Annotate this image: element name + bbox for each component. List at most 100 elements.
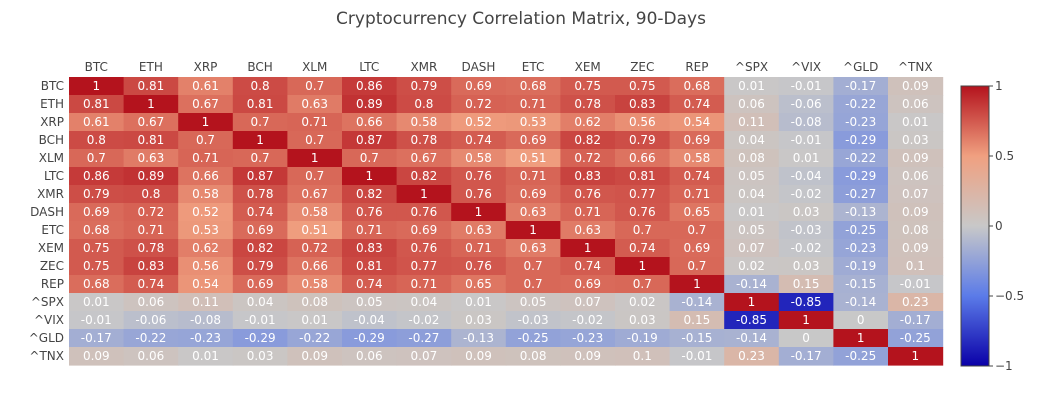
heatmap-cell (232, 239, 288, 258)
cell-value-label: 0.7 (251, 151, 270, 165)
heatmap-cell (724, 167, 780, 186)
cell-value-label: -0.01 (245, 313, 276, 327)
cell-value-label: -0.25 (900, 331, 931, 345)
heatmap-cell (560, 329, 616, 348)
cell-value-label: 0.07 (574, 295, 601, 309)
cell-value-label: 0.81 (138, 133, 165, 147)
x-tick-label: XMR (410, 60, 437, 74)
cell-value-label: -0.15 (845, 277, 876, 291)
cell-value-label: 0.7 (305, 169, 324, 183)
y-tick-label: DASH (30, 205, 64, 219)
cell-value-label: -0.06 (135, 313, 166, 327)
heatmap-cell (232, 293, 288, 312)
cell-value-label: 0.04 (247, 295, 274, 309)
y-tick-label: ^TNX (29, 349, 64, 363)
heatmap-cell (232, 131, 288, 150)
y-tick-label: XEM (38, 241, 64, 255)
cell-value-label: 0.72 (465, 97, 492, 111)
cell-value-label: 0.86 (356, 79, 383, 93)
heatmap-cell (287, 329, 343, 348)
heatmap-cell (69, 113, 125, 132)
heatmap-cell (396, 131, 452, 150)
cell-value-label: 0.71 (301, 115, 328, 129)
heatmap-cell (123, 221, 179, 240)
heatmap-cell (778, 149, 834, 168)
y-tick-label: REP (41, 277, 64, 291)
heatmap-cell (778, 185, 834, 204)
cell-value-label: 0.8 (414, 97, 433, 111)
colorbar-tick-label: −1 (995, 359, 1013, 373)
heatmap-cell (505, 185, 561, 204)
cell-value-label: 0.76 (629, 205, 656, 219)
cell-value-label: 0.81 (356, 259, 383, 273)
heatmap-cells: 1 0.81 0.61 0.8 0.7 0.86 0.79 0.69 0.68 0.75 0.75 0… (69, 77, 944, 366)
cell-value-label: 0.72 (138, 205, 165, 219)
heatmap-cell (287, 149, 343, 168)
cell-value-label: -0.23 (845, 241, 876, 255)
heatmap-cell (178, 239, 234, 258)
heatmap-cell (396, 329, 452, 348)
cell-value-label: 1 (202, 115, 210, 129)
cell-value-label: 0.09 (902, 151, 929, 165)
cell-value-label: 0.51 (520, 151, 547, 165)
cell-value-label: 0.06 (138, 295, 165, 309)
heatmap-cell (69, 95, 125, 114)
cell-value-label: 0.67 (138, 115, 165, 129)
heatmap-cell (778, 203, 834, 222)
heatmap-cell (451, 329, 507, 348)
cell-value-label: -0.01 (81, 313, 112, 327)
heatmap-cell (888, 167, 944, 186)
cell-value-label: 0.75 (83, 259, 110, 273)
cell-value-label: -0.06 (791, 97, 822, 111)
heatmap-cell (888, 257, 944, 276)
heatmap-cell (123, 185, 179, 204)
heatmap-cell (123, 131, 179, 150)
heatmap-cell (232, 221, 288, 240)
cell-value-label: 0.08 (902, 223, 929, 237)
cell-value-label: 0.76 (356, 205, 383, 219)
heatmap-cell (560, 257, 616, 276)
heatmap-cell (451, 275, 507, 294)
cell-value-label: 1 (311, 151, 319, 165)
heatmap-cell (833, 239, 889, 258)
heatmap-cell (505, 293, 561, 312)
cell-value-label: 0.06 (902, 97, 929, 111)
cell-value-label: 0.69 (520, 133, 547, 147)
cell-value-label: 0.7 (524, 277, 543, 291)
heatmap-cell (833, 311, 889, 330)
cell-value-label: 0.08 (738, 151, 765, 165)
heatmap-cell (451, 77, 507, 96)
cell-value-label: -0.01 (681, 349, 712, 363)
heatmap-cell (178, 275, 234, 294)
heatmap-cell (232, 311, 288, 330)
heatmap-cell (778, 293, 834, 312)
cell-value-label: 1 (420, 187, 428, 201)
heatmap-cell (451, 149, 507, 168)
cell-value-label: 0.06 (902, 169, 929, 183)
cell-value-label: 0.61 (83, 115, 110, 129)
cell-value-label: 0.15 (793, 277, 820, 291)
heatmap-cell (451, 347, 507, 366)
heatmap-cell (669, 149, 725, 168)
heatmap-cell (287, 185, 343, 204)
cell-value-label: 0.7 (251, 115, 270, 129)
cell-value-label: 0.74 (684, 169, 711, 183)
cell-value-label: 1 (693, 277, 701, 291)
heatmap-cell (778, 77, 834, 96)
cell-value-label: -0.22 (299, 331, 330, 345)
cell-value-label: 0.65 (684, 205, 711, 219)
heatmap-cell (669, 311, 725, 330)
heatmap-cell (505, 113, 561, 132)
cell-value-label: 0.71 (520, 97, 547, 111)
cell-value-label: 0.7 (87, 151, 106, 165)
heatmap-cell (669, 185, 725, 204)
heatmap-cell (615, 239, 671, 258)
heatmap-cell (778, 275, 834, 294)
cell-value-label: -0.02 (791, 241, 822, 255)
cell-value-label: 0.09 (83, 349, 110, 363)
heatmap-cell (669, 113, 725, 132)
cell-value-label: 0.86 (83, 169, 110, 183)
cell-value-label: -0.13 (845, 205, 876, 219)
heatmap-cell (232, 167, 288, 186)
cell-value-label: 0.71 (574, 205, 601, 219)
